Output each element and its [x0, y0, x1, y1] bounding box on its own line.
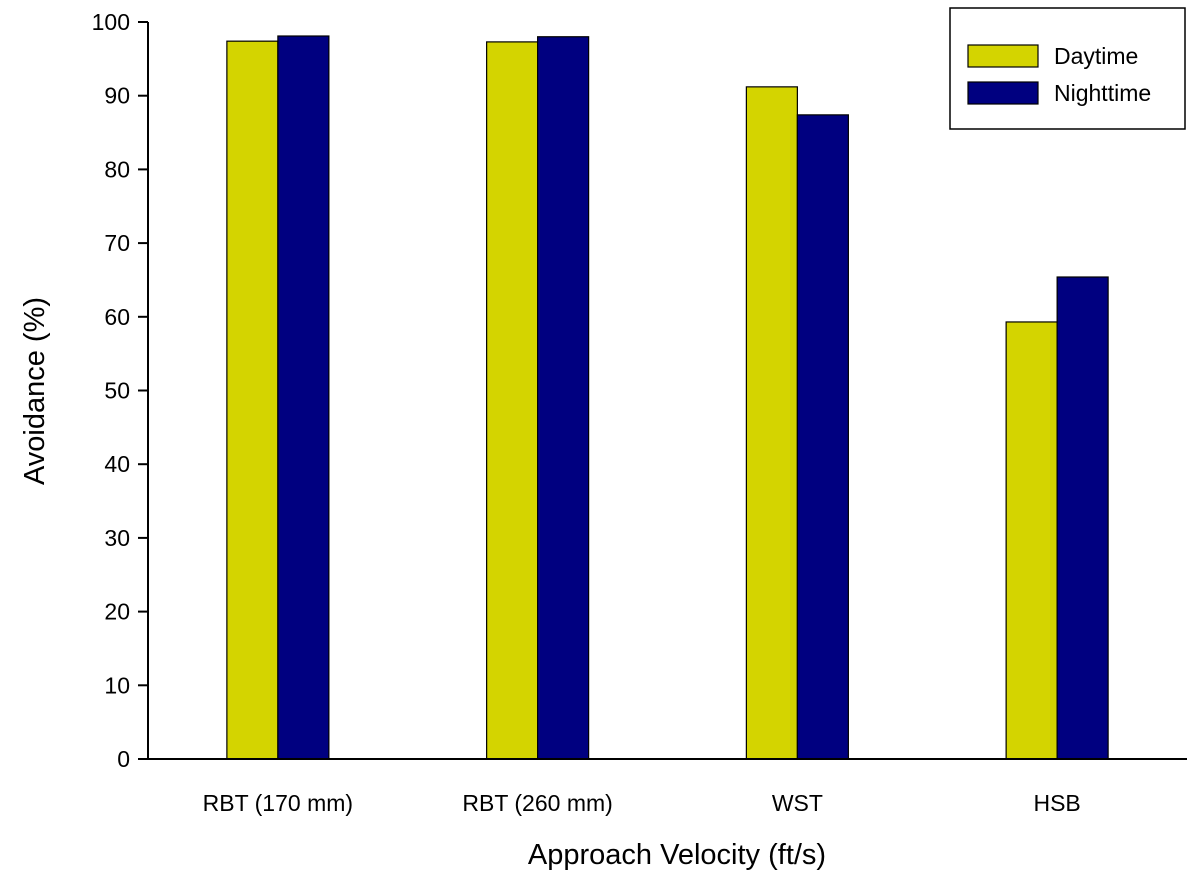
y-tick-label: 50: [104, 378, 130, 404]
legend: Daytime Nighttime: [949, 7, 1186, 130]
legend-swatch-daytime: [967, 44, 1039, 68]
x-ticks: RBT (170 mm) RBT (260 mm) WST HSB: [203, 790, 1081, 816]
y-tick-label: 90: [104, 83, 130, 109]
y-tick-label: 40: [104, 451, 130, 477]
y-axis-title: Avoidance (%): [19, 297, 51, 485]
y-tick-label: 70: [104, 230, 130, 256]
legend-label-nighttime: Nighttime: [1054, 80, 1151, 106]
y-tick-label: 30: [104, 525, 130, 551]
y-tick-label: 80: [104, 156, 130, 182]
x-tick-label: RBT (170 mm): [203, 790, 353, 816]
y-tick-label: 60: [104, 304, 130, 330]
x-tick-label: WST: [772, 790, 823, 816]
y-tick-label: 20: [104, 599, 130, 625]
bar-nighttime-3: [1056, 276, 1109, 760]
legend-swatch-nighttime: [967, 81, 1039, 105]
legend-box: [949, 7, 1186, 130]
bar-nighttime-0: [277, 35, 330, 760]
bar-daytime-3: [1005, 321, 1058, 760]
y-ticks: 0 10 20 30 40 50 60 70 80 90 100: [92, 9, 148, 772]
x-tick-label: HSB: [1033, 790, 1080, 816]
x-axis-title: Approach Velocity (ft/s): [528, 839, 826, 871]
bar-nighttime-1: [537, 36, 590, 760]
x-tick-label: RBT (260 mm): [462, 790, 612, 816]
y-tick-label: 10: [104, 672, 130, 698]
y-tick-label: 100: [92, 9, 130, 35]
bar-daytime-2: [745, 86, 798, 760]
y-tick-label: 0: [117, 746, 130, 772]
bar-daytime-1: [486, 41, 539, 760]
bar-daytime-0: [226, 40, 279, 760]
bar-nighttime-2: [796, 114, 849, 760]
legend-label-daytime: Daytime: [1054, 43, 1138, 69]
bars-layer: [226, 35, 1109, 760]
